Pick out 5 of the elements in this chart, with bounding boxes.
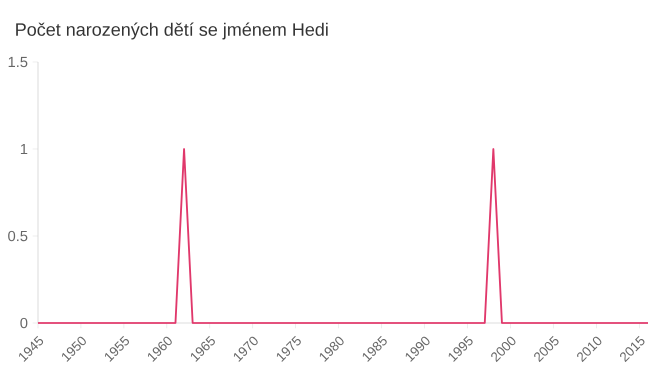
y-tick-label: 1 [20,144,28,154]
y-tick-label: 1.5 [8,56,28,68]
chart-title: Počet narozených dětí se jménem Hedi [16,22,328,40]
y-tick-label: 0 [20,318,28,328]
y-tick-label: 0.5 [8,230,28,242]
